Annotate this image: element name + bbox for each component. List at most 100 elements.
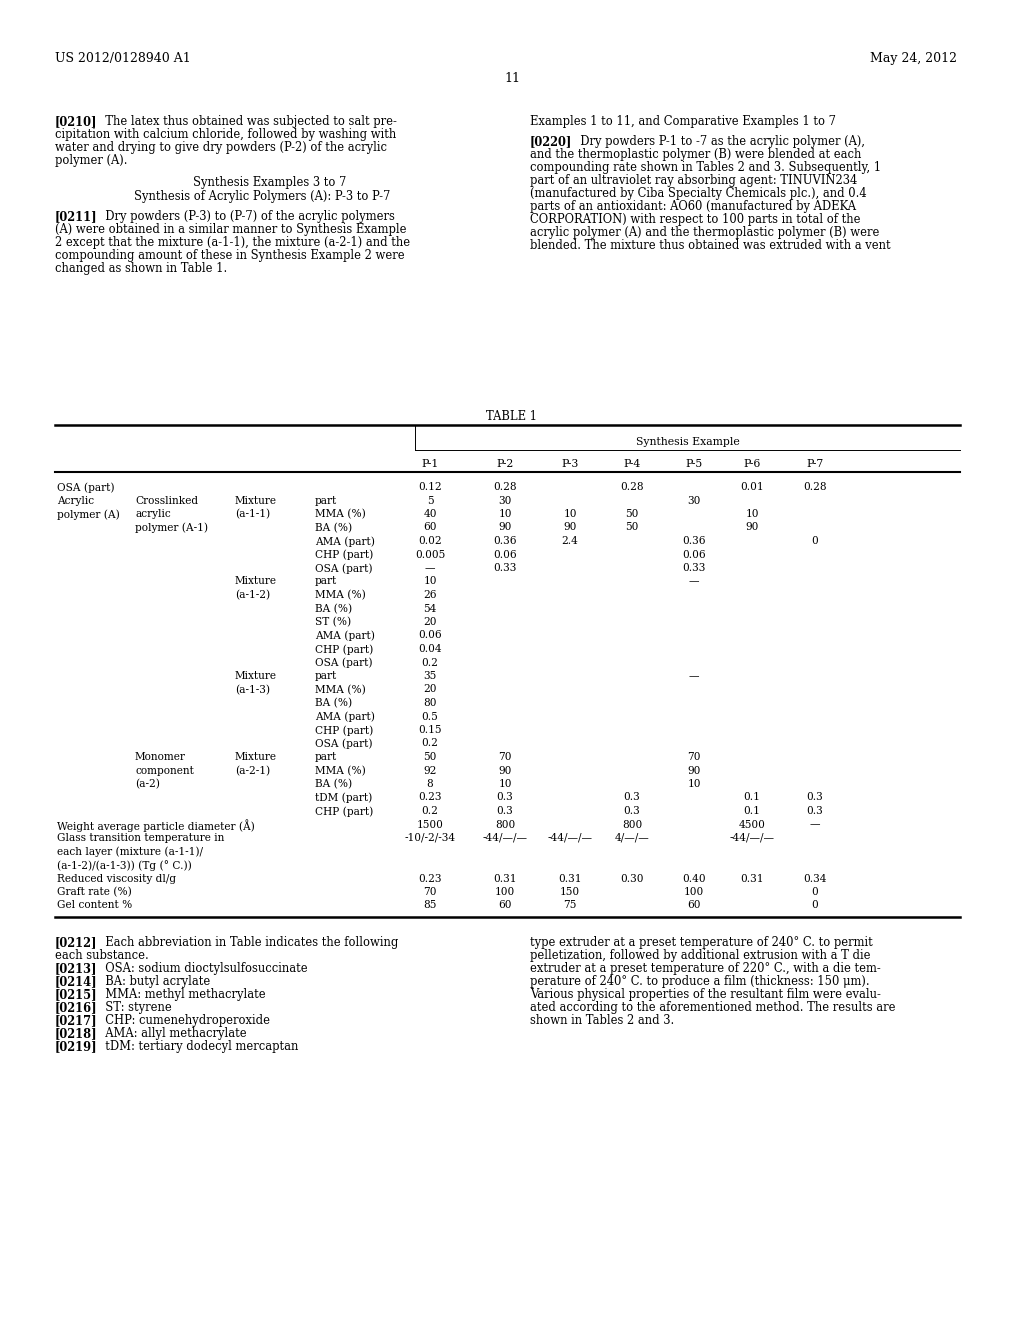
- Text: 4500: 4500: [738, 820, 765, 829]
- Text: -44/—/—: -44/—/—: [729, 833, 774, 843]
- Text: 4/—/—: 4/—/—: [614, 833, 649, 843]
- Text: 10: 10: [499, 510, 512, 519]
- Text: P-4: P-4: [624, 459, 641, 469]
- Text: [0220]: [0220]: [530, 135, 572, 148]
- Text: 0: 0: [812, 900, 818, 911]
- Text: part: part: [315, 495, 337, 506]
- Text: 0.36: 0.36: [494, 536, 517, 546]
- Text: 54: 54: [423, 603, 436, 614]
- Text: 0.3: 0.3: [807, 792, 823, 803]
- Text: 50: 50: [626, 510, 639, 519]
- Text: part: part: [315, 752, 337, 762]
- Text: part: part: [315, 671, 337, 681]
- Text: 0.28: 0.28: [803, 482, 826, 492]
- Text: 20: 20: [423, 685, 437, 694]
- Text: P-6: P-6: [743, 459, 761, 469]
- Text: 0.3: 0.3: [807, 807, 823, 816]
- Text: 0.06: 0.06: [682, 549, 706, 560]
- Text: 60: 60: [499, 900, 512, 911]
- Text: [0216]: [0216]: [55, 1001, 97, 1014]
- Text: 0.02: 0.02: [418, 536, 441, 546]
- Text: 50: 50: [423, 752, 436, 762]
- Text: The latex thus obtained was subjected to salt pre-: The latex thus obtained was subjected to…: [98, 115, 397, 128]
- Text: tDM (part): tDM (part): [315, 792, 373, 803]
- Text: (manufactured by Ciba Specialty Chemicals plc.), and 0.4: (manufactured by Ciba Specialty Chemical…: [530, 187, 866, 201]
- Text: [0214]: [0214]: [55, 975, 97, 987]
- Text: polymer (A): polymer (A): [57, 510, 120, 520]
- Text: 100: 100: [684, 887, 705, 898]
- Text: 10: 10: [423, 577, 437, 586]
- Text: OSA (part): OSA (part): [315, 564, 373, 574]
- Text: [0219]: [0219]: [55, 1040, 97, 1053]
- Text: 30: 30: [499, 495, 512, 506]
- Text: 0.01: 0.01: [740, 482, 764, 492]
- Text: 0.3: 0.3: [624, 807, 640, 816]
- Text: Glass transition temperature in: Glass transition temperature in: [57, 833, 224, 843]
- Text: 10: 10: [499, 779, 512, 789]
- Text: (a-1-1): (a-1-1): [234, 510, 270, 519]
- Text: 90: 90: [563, 523, 577, 532]
- Text: 0.28: 0.28: [621, 482, 644, 492]
- Text: AMA (part): AMA (part): [315, 536, 375, 546]
- Text: 800: 800: [622, 820, 642, 829]
- Text: CORPORATION) with respect to 100 parts in total of the: CORPORATION) with respect to 100 parts i…: [530, 213, 860, 226]
- Text: 0.3: 0.3: [497, 807, 513, 816]
- Text: (a-1-2): (a-1-2): [234, 590, 270, 601]
- Text: 75: 75: [563, 900, 577, 911]
- Text: (A) were obtained in a similar manner to Synthesis Example: (A) were obtained in a similar manner to…: [55, 223, 407, 236]
- Text: 90: 90: [745, 523, 759, 532]
- Text: shown in Tables 2 and 3.: shown in Tables 2 and 3.: [530, 1014, 674, 1027]
- Text: 2.4: 2.4: [561, 536, 579, 546]
- Text: 0.005: 0.005: [415, 549, 445, 560]
- Text: Mixture: Mixture: [234, 752, 278, 762]
- Text: acrylic polymer (A) and the thermoplastic polymer (B) were: acrylic polymer (A) and the thermoplasti…: [530, 226, 880, 239]
- Text: 0.34: 0.34: [803, 874, 826, 883]
- Text: 0.23: 0.23: [418, 874, 441, 883]
- Text: ST (%): ST (%): [315, 616, 351, 627]
- Text: P-2: P-2: [497, 459, 514, 469]
- Text: Monomer: Monomer: [135, 752, 186, 762]
- Text: BA (%): BA (%): [315, 523, 352, 533]
- Text: extruder at a preset temperature of 220° C., with a die tem-: extruder at a preset temperature of 220°…: [530, 962, 881, 975]
- Text: (a-1-2)/(a-1-3)) (Tg (° C.)): (a-1-2)/(a-1-3)) (Tg (° C.)): [57, 861, 191, 871]
- Text: CHP (part): CHP (part): [315, 807, 374, 817]
- Text: CHP (part): CHP (part): [315, 644, 374, 655]
- Text: compounding rate shown in Tables 2 and 3. Subsequently, 1: compounding rate shown in Tables 2 and 3…: [530, 161, 881, 174]
- Text: 10: 10: [687, 779, 700, 789]
- Text: -44/—/—: -44/—/—: [548, 833, 593, 843]
- Text: each layer (mixture (a-1-1)/: each layer (mixture (a-1-1)/: [57, 846, 203, 857]
- Text: 0.28: 0.28: [494, 482, 517, 492]
- Text: each substance.: each substance.: [55, 949, 148, 962]
- Text: Synthesis of Acrylic Polymers (A): P-3 to P-7: Synthesis of Acrylic Polymers (A): P-3 t…: [134, 190, 390, 203]
- Text: Weight average particle diameter (Å): Weight average particle diameter (Å): [57, 820, 255, 833]
- Text: 0.31: 0.31: [558, 874, 582, 883]
- Text: (a-2): (a-2): [135, 779, 160, 789]
- Text: 5: 5: [427, 495, 433, 506]
- Text: 0.3: 0.3: [497, 792, 513, 803]
- Text: Synthesis Example: Synthesis Example: [636, 437, 739, 447]
- Text: BA (%): BA (%): [315, 779, 352, 789]
- Text: OSA (part): OSA (part): [57, 482, 115, 492]
- Text: 0.36: 0.36: [682, 536, 706, 546]
- Text: Reduced viscosity dl/g: Reduced viscosity dl/g: [57, 874, 176, 883]
- Text: CHP: cumenehydroperoxide: CHP: cumenehydroperoxide: [98, 1014, 270, 1027]
- Text: [0210]: [0210]: [55, 115, 97, 128]
- Text: part of an ultraviolet ray absorbing agent: TINUVIN234: part of an ultraviolet ray absorbing age…: [530, 174, 857, 187]
- Text: Crosslinked: Crosslinked: [135, 495, 198, 506]
- Text: 0.5: 0.5: [422, 711, 438, 722]
- Text: 70: 70: [499, 752, 512, 762]
- Text: MMA: methyl methacrylate: MMA: methyl methacrylate: [98, 987, 265, 1001]
- Text: and the thermoplastic polymer (B) were blended at each: and the thermoplastic polymer (B) were b…: [530, 148, 861, 161]
- Text: Dry powders (P-3) to (P-7) of the acrylic polymers: Dry powders (P-3) to (P-7) of the acryli…: [98, 210, 395, 223]
- Text: 0.40: 0.40: [682, 874, 706, 883]
- Text: 0.12: 0.12: [418, 482, 441, 492]
- Text: US 2012/0128940 A1: US 2012/0128940 A1: [55, 51, 190, 65]
- Text: [0217]: [0217]: [55, 1014, 97, 1027]
- Text: 0.2: 0.2: [422, 657, 438, 668]
- Text: —: —: [689, 671, 699, 681]
- Text: Acrylic: Acrylic: [57, 495, 94, 506]
- Text: [0218]: [0218]: [55, 1027, 97, 1040]
- Text: 0.33: 0.33: [494, 564, 517, 573]
- Text: 20: 20: [423, 616, 437, 627]
- Text: -10/-2/-34: -10/-2/-34: [404, 833, 456, 843]
